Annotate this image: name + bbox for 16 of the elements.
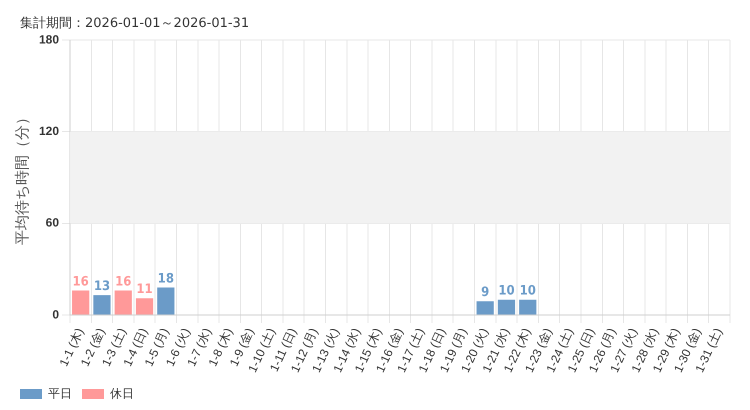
chart-title: 集計期間：2026-01-01～2026-01-31 — [20, 15, 250, 32]
data-label: 16 — [115, 274, 132, 290]
y-tick-label: 0 — [52, 307, 60, 322]
y-tick-label: 120 — [38, 124, 60, 138]
data-label: 9 — [481, 285, 490, 300]
data-label: 11 — [136, 282, 153, 298]
legend-label: 平日 — [48, 386, 72, 400]
y-tick-label: 180 — [38, 32, 60, 46]
legend-label: 休日 — [110, 386, 134, 400]
y-tick-label: 60 — [46, 216, 60, 230]
data-label: 10 — [498, 284, 515, 299]
data-label: 16 — [72, 274, 89, 290]
data-label: 13 — [94, 279, 110, 294]
data-label: 18 — [158, 271, 174, 286]
data-label: 10 — [520, 284, 536, 299]
y-axis-title: 平均待ち時間（分） — [14, 110, 32, 246]
